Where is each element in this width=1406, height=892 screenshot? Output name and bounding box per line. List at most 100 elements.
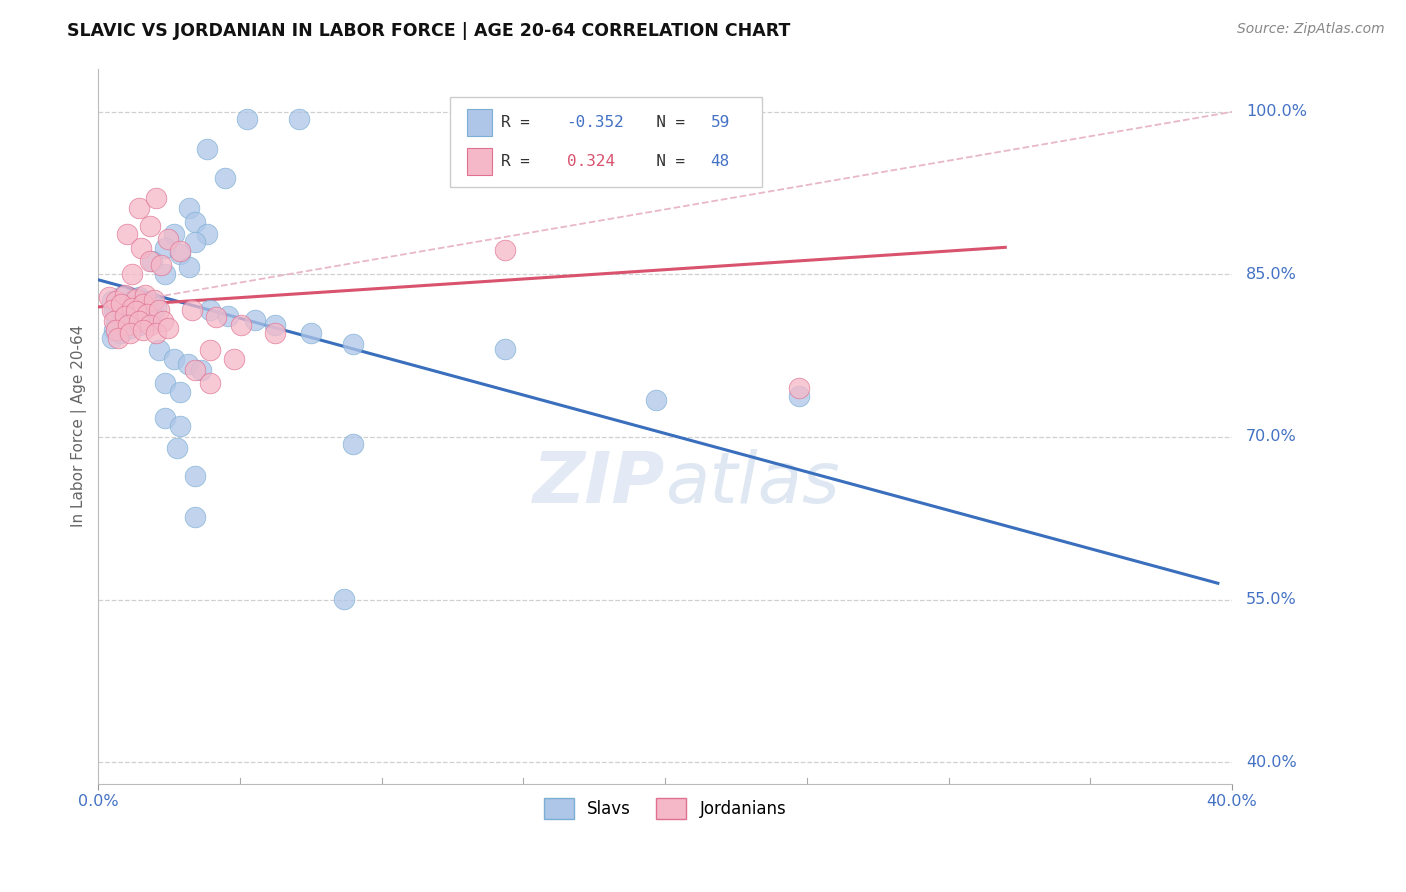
Bar [467, 148, 492, 175]
Point [115, 309, 138, 323]
Point [141, 307, 163, 321]
Point [195, 227, 218, 242]
Point [184, 469, 207, 483]
Point [155, 410, 177, 425]
Point [118, 321, 141, 335]
Point [120, 326, 142, 341]
Point [145, 191, 167, 205]
Point [152, 314, 174, 328]
Point [222, 352, 245, 367]
Text: -0.352: -0.352 [567, 115, 624, 129]
Text: R =: R = [501, 115, 540, 129]
Point [155, 376, 177, 391]
Text: 40.0%: 40.0% [1246, 755, 1296, 770]
Point [181, 303, 204, 318]
Point [142, 293, 165, 307]
Point [132, 297, 155, 311]
Point [155, 267, 177, 281]
Point [129, 241, 152, 255]
Point [645, 393, 668, 408]
Point [179, 260, 201, 274]
Point [148, 303, 170, 318]
Point [166, 441, 188, 455]
Point [115, 227, 138, 242]
Point [114, 299, 136, 313]
Point [110, 326, 132, 341]
Point [121, 294, 143, 309]
Point [103, 314, 125, 328]
Point [163, 352, 186, 367]
Point [105, 323, 128, 337]
Point [114, 288, 136, 302]
Point [125, 305, 148, 319]
Point [179, 202, 201, 216]
Point [264, 326, 287, 341]
Point [114, 309, 136, 323]
Point [169, 384, 191, 399]
Point [128, 314, 150, 328]
Point [125, 292, 148, 306]
Text: 70.0%: 70.0% [1246, 429, 1296, 444]
Point [264, 318, 287, 333]
Point [163, 227, 186, 242]
Point [100, 294, 122, 309]
Point [120, 301, 142, 316]
Point [198, 376, 221, 391]
Point [136, 307, 159, 321]
Point [132, 323, 155, 337]
Point [155, 241, 177, 255]
Point [231, 318, 253, 333]
Point [103, 303, 125, 318]
Point [184, 235, 207, 249]
Text: SLAVIC VS JORDANIAN IN LABOR FORCE | AGE 20-64 CORRELATION CHART: SLAVIC VS JORDANIAN IN LABOR FORCE | AGE… [67, 22, 790, 40]
Point [128, 290, 150, 304]
Point [121, 301, 143, 316]
Point [128, 202, 150, 216]
Point [139, 219, 162, 234]
Point [235, 112, 257, 126]
Point [145, 326, 167, 341]
Point [100, 303, 122, 318]
Point [198, 303, 221, 318]
Point [129, 297, 152, 311]
Point [494, 342, 516, 356]
Y-axis label: In Labor Force | Age 20-64: In Labor Force | Age 20-64 [72, 325, 87, 527]
Point [176, 357, 198, 371]
Point [195, 142, 218, 156]
Point [169, 247, 191, 261]
Point [184, 363, 207, 377]
Point [156, 321, 179, 335]
Text: atlas: atlas [665, 449, 839, 518]
Text: N =: N = [637, 154, 695, 169]
Point [132, 311, 155, 326]
Point [787, 380, 810, 394]
Text: 48: 48 [710, 154, 730, 169]
Bar [467, 109, 492, 136]
Point [190, 363, 212, 377]
Point [139, 294, 162, 309]
Text: Source: ZipAtlas.com: Source: ZipAtlas.com [1237, 22, 1385, 37]
Point [98, 290, 121, 304]
Text: 85.0%: 85.0% [1246, 267, 1298, 282]
Point [121, 267, 143, 281]
Point [342, 436, 364, 450]
Point [125, 303, 148, 318]
Point [169, 244, 191, 259]
Point [103, 323, 125, 337]
Point [217, 309, 239, 323]
Point [139, 314, 162, 328]
Point [494, 243, 516, 257]
Point [288, 112, 311, 126]
Point [214, 171, 236, 186]
Text: N =: N = [637, 115, 695, 129]
Point [243, 313, 266, 327]
Point [107, 331, 129, 345]
Point [111, 318, 134, 332]
Point [105, 294, 128, 309]
Point [134, 288, 156, 302]
Text: 100.0%: 100.0% [1246, 104, 1308, 120]
Point [787, 389, 810, 403]
Point [148, 343, 170, 358]
Point [299, 326, 322, 341]
Point [111, 307, 134, 321]
